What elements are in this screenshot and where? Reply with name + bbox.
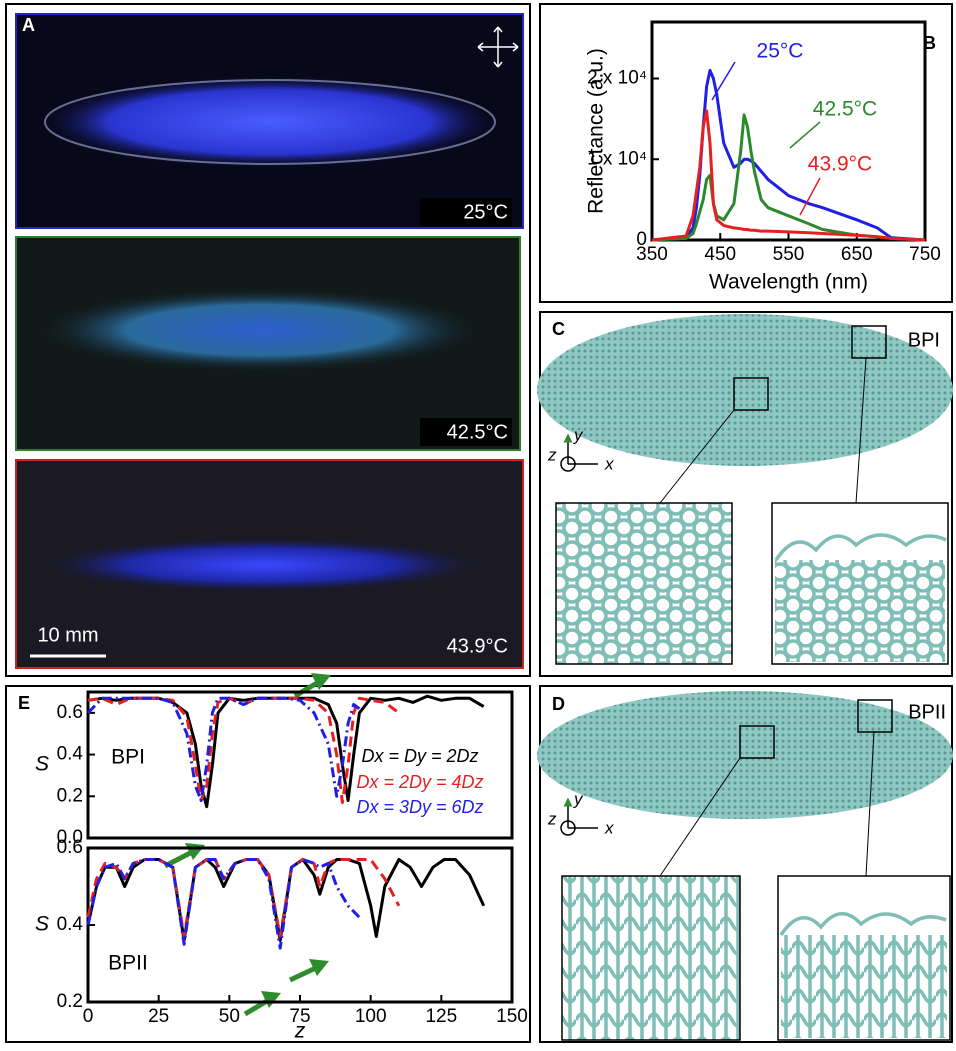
inset [561,875,741,1041]
arrow-head [185,673,331,1008]
x-tick-label: 550 [773,244,805,265]
x-tick-label: 350 [636,244,668,265]
label-box [420,418,512,446]
annotation: BPI [111,746,145,769]
temperature-label: 43.9°C [447,635,508,657]
sample [40,76,500,168]
lattice-sample [537,691,953,819]
temperature-label: 25°C [463,201,508,223]
zoom-line [659,757,741,877]
y-axis-label: S [35,753,49,776]
y-tick-label: 0.4 [57,744,84,765]
panel-label: C [552,319,565,339]
y-tick-label: 0.6 [57,702,83,723]
sample-rim [44,79,496,165]
zoom-box [851,325,887,359]
axis-label: x [604,454,614,473]
x-tick-label: 450 [704,244,736,265]
axis-arrows [568,802,598,829]
zoom-line [865,731,875,877]
phase-label: BPII [908,701,946,723]
series-label: 42.5°C [813,98,877,121]
line-series [651,113,926,242]
sample [38,288,482,372]
y-tick-label: 1 x 10⁴ [587,148,647,169]
temperature-label: 42.5°C [447,421,508,443]
sample [37,537,487,593]
series-label: Dx = 3Dy = 6Dz [356,797,483,817]
axis-label: x [604,818,614,837]
panel-label: E [18,693,30,713]
x-tick-label: 150 [496,1006,528,1027]
y-tick-label: 0.0 [57,827,83,848]
x-axis-label: Wavelength (nm) [709,271,868,294]
x-tick-label: 50 [219,1006,240,1027]
y-tick-label: 0.6 [57,837,83,858]
x-tick-label: 750 [909,244,941,265]
zoom-line [855,357,867,504]
series-label: Dx = Dy = 2Dz [361,746,478,766]
series-label: 25°C [757,40,804,63]
axis-arrows [568,438,598,465]
axis-label: y [573,789,584,808]
panel-label: A [22,15,35,35]
phase-label: BPI [908,329,940,351]
series-label: 43.9°C [808,153,872,176]
y-tick-label: 0 [636,229,647,250]
label-box [420,198,512,226]
y-tick-label: 0.2 [57,785,83,806]
inset [555,502,733,665]
line-series [86,858,361,950]
x-tick-label: 25 [148,1006,169,1027]
panel-frame [5,685,531,1043]
x-tick-label: 75 [289,1006,310,1027]
line-series [651,109,926,242]
y-tick-label: 2 x 10⁴ [587,68,647,89]
x-tick-label: 0 [83,1006,94,1027]
x-tick-label: 100 [355,1006,387,1027]
inset-lattice [781,935,947,1038]
y-tick-label: 0.4 [57,914,84,935]
line-series [86,696,361,802]
surface-strands [774,533,947,561]
axis-label: y [573,425,584,444]
zoom-box [857,699,893,733]
series-label: Dx = 2Dy = 4Dz [356,772,483,792]
zoom-box [739,725,775,759]
y-tick-label: 0.2 [57,991,83,1012]
panel-label: D [552,694,565,714]
x-tick-label: 650 [841,244,873,265]
y-axis-label: S [35,913,49,936]
inset-lattice [775,560,945,662]
plot-frame [86,690,514,840]
x-tick-label: 125 [425,1006,457,1027]
leader-line [789,121,821,149]
zoom-line [659,409,735,504]
lattice-sample [537,314,953,466]
x-axis-label: z [294,1020,306,1043]
polarizer-icon [477,26,519,68]
annotation: BPII [108,952,148,975]
arrow [163,677,324,1017]
panel-frame [539,3,953,303]
axis-label: z [547,809,557,828]
surface-strands [779,912,947,936]
zoom-box [733,377,769,411]
scale-label: 10 mm [37,624,98,646]
leader-line [711,61,736,101]
y-axis-label: Reflectance (a.u.) [585,48,608,214]
leader-line [799,177,821,216]
axis-label: z [547,445,557,464]
